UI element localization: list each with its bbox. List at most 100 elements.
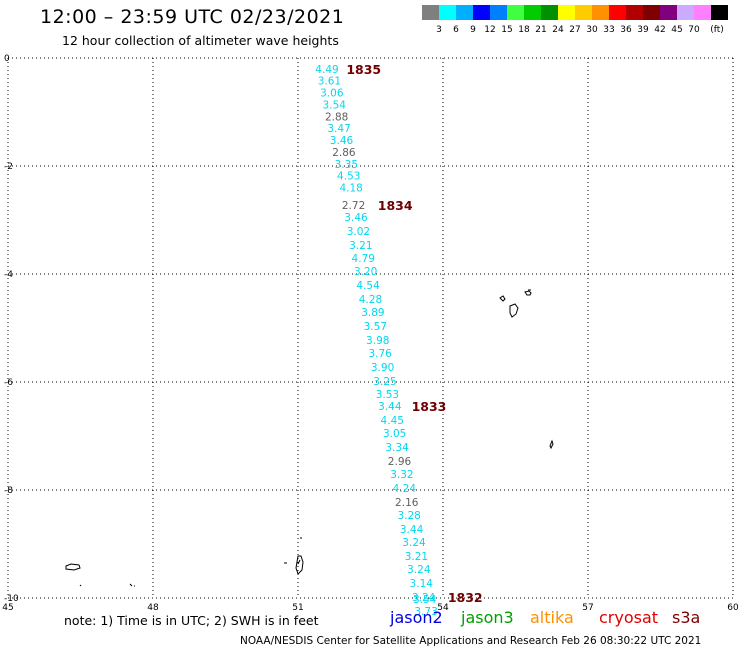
- y-tick-label: -4: [4, 270, 13, 280]
- scale-swatch: [541, 5, 558, 20]
- wave-height-label: 3.98: [366, 335, 389, 347]
- wave-height-label: 3.24: [412, 592, 436, 604]
- wave-height-label: 3.14: [410, 578, 434, 590]
- scale-label: 39: [637, 25, 649, 35]
- scale-label: 45: [671, 25, 683, 35]
- scale-swatch: [592, 5, 609, 20]
- wave-height-label: 3.44: [378, 401, 402, 413]
- wave-height-label: 2.88: [325, 111, 348, 123]
- wave-height-label: 4.53: [337, 171, 360, 183]
- wave-height-label: 3.20: [354, 266, 377, 278]
- wave-height-label: 4.79: [352, 253, 375, 265]
- wave-height-label: 4.18: [339, 183, 362, 195]
- scale-swatch: [575, 5, 592, 20]
- wave-height-label: 3.90: [371, 362, 394, 374]
- scale-swatch: [660, 5, 677, 20]
- wave-height-label: 3.73: [414, 606, 437, 618]
- wave-height-label: 2.86: [332, 147, 356, 159]
- wave-height-label: 3.76: [368, 348, 392, 360]
- wave-height-label: 3.24: [402, 537, 426, 549]
- x-tick-label: 57: [582, 603, 593, 613]
- scale-label: 27: [569, 25, 581, 35]
- scale-label: 24: [552, 25, 564, 35]
- scale-swatch: [694, 5, 711, 20]
- scale-label: 9: [470, 25, 476, 35]
- island-outline: [549, 439, 554, 450]
- scale-swatch: [558, 5, 575, 20]
- wave-height-label: 4.45: [381, 415, 404, 427]
- x-tick-label: 51: [292, 603, 303, 613]
- wave-height-label: 3.44: [400, 524, 424, 536]
- coastlines: [65, 289, 554, 587]
- wave-height-label: 4.54: [356, 280, 380, 292]
- scale-label: 36: [620, 25, 632, 35]
- wave-height-label: 3.24: [407, 564, 431, 576]
- note-text: note: 1) Time is in UTC; 2) SWH is in fe…: [64, 613, 319, 628]
- legend-item-jason3: jason3: [461, 608, 514, 627]
- wave-height-label: 3.34: [385, 442, 409, 454]
- wave-height-label: 3.89: [361, 307, 384, 319]
- x-tick-label: 60: [727, 603, 739, 613]
- scale-label: 70: [688, 25, 700, 35]
- orbit-number-label: 1834: [378, 198, 413, 213]
- scale-label: 6: [453, 25, 459, 35]
- y-tick-label: 0: [4, 54, 10, 64]
- wave-height-label: 4.24: [393, 483, 417, 495]
- orbit-number-label: 1832: [448, 590, 483, 605]
- wave-height-label: 3.54: [413, 594, 437, 606]
- y-tick-label: -2: [4, 162, 13, 172]
- x-tick-label: 48: [147, 603, 159, 613]
- wave-height-label: 3.61: [318, 76, 341, 88]
- wave-height-label: 3.25: [373, 376, 396, 388]
- wave-height-label: 3.35: [335, 159, 358, 171]
- scale-swatch: [439, 5, 456, 20]
- orbit-number-label: 1835: [346, 62, 381, 77]
- scale-swatch: [626, 5, 643, 20]
- wave-height-label: 3.32: [390, 469, 413, 481]
- y-tick-label: -6: [4, 378, 13, 388]
- wave-height-label: 2.72: [342, 200, 365, 212]
- wave-height-label: 3.05: [383, 428, 406, 440]
- legend-item-altika: altika: [530, 608, 574, 627]
- wave-height-label: 4.49: [315, 64, 338, 76]
- scale-swatch: [490, 5, 507, 20]
- legend-item-s3a: s3a: [672, 608, 701, 627]
- wave-height-label: 3.46: [330, 135, 354, 147]
- y-tick-label: -10: [4, 594, 19, 604]
- scale-swatch: [524, 5, 541, 20]
- axis-labels: 45 48 51 54 57 60 0 -2 -4 -6 -8 -10: [2, 54, 739, 613]
- scale-label: 15: [501, 25, 513, 35]
- x-tick-label: 45: [2, 603, 13, 613]
- island-outline: [499, 289, 532, 318]
- scale-label: 21: [535, 25, 547, 35]
- scale-swatch: [643, 5, 660, 20]
- map-title: 12:00 – 23:59 UTC 02/23/2021: [40, 6, 345, 28]
- wave-height-label: 2.96: [388, 456, 412, 468]
- legend-item-jason2: jason2: [390, 608, 443, 627]
- scale-label: 18: [518, 25, 530, 35]
- footer-credit: NOAA/NESDIS Center for Satellite Applica…: [240, 635, 702, 647]
- scale-swatch: [507, 5, 524, 20]
- wave-height-label: 3.57: [364, 321, 387, 333]
- wave-height-label: 3.21: [405, 551, 428, 563]
- wave-height-label: 3.53: [376, 389, 399, 401]
- wave-height-label: 3.28: [397, 510, 420, 522]
- map-grid: [7, 57, 734, 599]
- map-subtitle: 12 hour collection of altimeter wave hei…: [62, 33, 339, 48]
- wave-height-label: 3.21: [349, 240, 372, 252]
- scale-swatch: [677, 5, 694, 20]
- scale-unit: (ft): [710, 25, 724, 35]
- island-outline: [284, 537, 304, 575]
- scale-label: 12: [484, 25, 496, 35]
- y-tick-label: -8: [4, 486, 13, 496]
- wave-height-label: 3.47: [327, 123, 350, 135]
- wave-height-label: 3.46: [344, 212, 368, 224]
- scale-label: 42: [654, 25, 666, 35]
- orbit-number-label: 1833: [412, 399, 447, 414]
- island-outline: [65, 563, 135, 587]
- altimeter-track: 4.493.613.063.542.883.473.462.863.354.53…: [315, 62, 482, 618]
- wave-height-label: 3.02: [347, 226, 370, 238]
- scale-swatch: [609, 5, 626, 20]
- legend-item-cryosat: cryosat: [599, 608, 659, 627]
